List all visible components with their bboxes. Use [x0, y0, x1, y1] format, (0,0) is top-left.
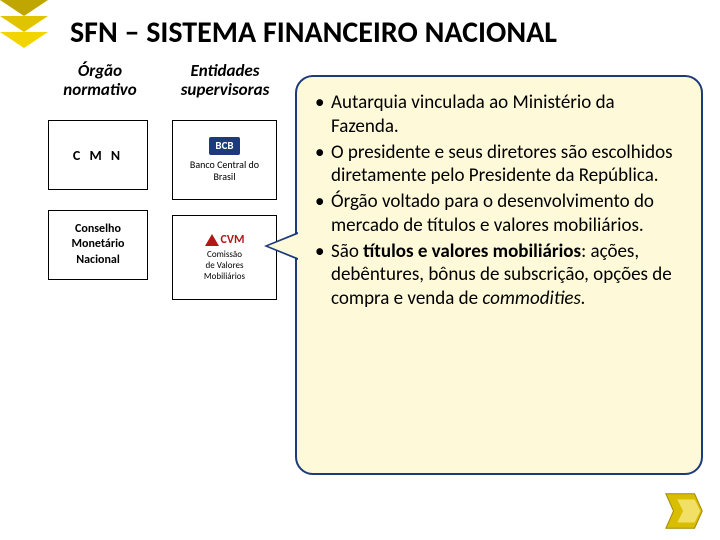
cvm-logo-text: CVM [221, 233, 245, 247]
conselho-line: Nacional [76, 253, 120, 269]
chevron-decoration [0, 0, 50, 60]
bullet-item: São títulos e valores mobiliários: ações… [309, 240, 685, 311]
bcb-logo: BCB [209, 137, 239, 154]
cvm-line: Mobiliários [204, 272, 245, 283]
bcb-line: Banco Central do [190, 159, 259, 171]
slide-title: SFN – SISTEMA FINANCEIRO NACIONAL [70, 14, 557, 51]
callout-pointer-fill [268, 234, 298, 258]
column-header-normativo: Órgão normativo [50, 62, 150, 99]
bullet-item: Autarquia vinculada ao Ministério da Faz… [309, 91, 685, 139]
corner-logo-icon [656, 488, 714, 534]
conselho-line: Conselho [75, 222, 121, 238]
box-conselho: Conselho Monetário Nacional [48, 210, 148, 280]
callout-box: Autarquia vinculada ao Ministério da Faz… [295, 75, 703, 475]
conselho-line: Monetário [72, 237, 125, 253]
box-cmn: C M N [48, 120, 148, 190]
column-header-supervisoras: Entidades supervisoras [170, 62, 280, 99]
bullet-item: O presidente e seus diretores são escolh… [309, 141, 685, 189]
cvm-line: de Valores [206, 261, 244, 272]
box-bcb: BCB Banco Central do Brasil [172, 120, 277, 200]
bullet-bold: títulos e valores mobiliários [363, 240, 581, 263]
bullet-item: Órgão voltado para o desenvolvimento do … [309, 190, 685, 238]
box-cvm: CVM Comissão de Valores Mobiliários [172, 215, 277, 300]
bullet-text: São [331, 240, 363, 263]
cvm-logo: CVM [205, 233, 245, 247]
cmn-label: C M N [73, 147, 123, 164]
bullet-italic: commodities. [482, 287, 585, 310]
triangle-icon [205, 234, 219, 246]
bcb-line: Brasil [213, 171, 235, 183]
bullet-list: Autarquia vinculada ao Ministério da Faz… [309, 91, 685, 311]
chevron-icon [0, 32, 48, 52]
